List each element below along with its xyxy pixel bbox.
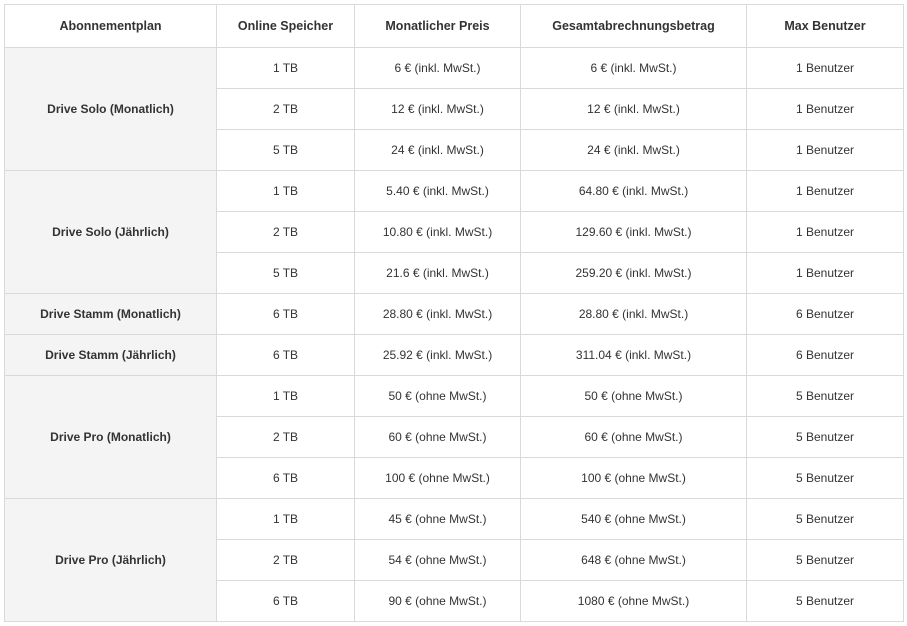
cell-users: 5 Benutzer <box>747 540 904 581</box>
cell-plan: Drive Pro (Jährlich) <box>5 499 217 622</box>
table-header-row: Abonnementplan Online Speicher Monatlich… <box>5 5 904 48</box>
cell-users: 5 Benutzer <box>747 499 904 540</box>
cell-users: 5 Benutzer <box>747 581 904 622</box>
col-users: Max Benutzer <box>747 5 904 48</box>
cell-monthly: 45 € (ohne MwSt.) <box>355 499 521 540</box>
cell-storage: 1 TB <box>217 48 355 89</box>
cell-storage: 1 TB <box>217 171 355 212</box>
cell-total: 311.04 € (inkl. MwSt.) <box>521 335 747 376</box>
cell-total: 129.60 € (inkl. MwSt.) <box>521 212 747 253</box>
pricing-table: Abonnementplan Online Speicher Monatlich… <box>4 4 904 622</box>
cell-monthly: 6 € (inkl. MwSt.) <box>355 48 521 89</box>
cell-users: 6 Benutzer <box>747 335 904 376</box>
cell-plan: Drive Solo (Monatlich) <box>5 48 217 171</box>
cell-monthly: 21.6 € (inkl. MwSt.) <box>355 253 521 294</box>
cell-total: 64.80 € (inkl. MwSt.) <box>521 171 747 212</box>
cell-users: 5 Benutzer <box>747 376 904 417</box>
cell-storage: 6 TB <box>217 581 355 622</box>
cell-storage: 6 TB <box>217 335 355 376</box>
cell-plan: Drive Stamm (Jährlich) <box>5 335 217 376</box>
cell-storage: 2 TB <box>217 212 355 253</box>
cell-monthly: 12 € (inkl. MwSt.) <box>355 89 521 130</box>
table-row: Drive Pro (Jährlich)1 TB45 € (ohne MwSt.… <box>5 499 904 540</box>
table-row: Drive Pro (Monatlich)1 TB50 € (ohne MwSt… <box>5 376 904 417</box>
cell-monthly: 54 € (ohne MwSt.) <box>355 540 521 581</box>
col-total: Gesamtabrechnungsbetrag <box>521 5 747 48</box>
cell-storage: 2 TB <box>217 540 355 581</box>
cell-monthly: 60 € (ohne MwSt.) <box>355 417 521 458</box>
cell-total: 12 € (inkl. MwSt.) <box>521 89 747 130</box>
cell-total: 28.80 € (inkl. MwSt.) <box>521 294 747 335</box>
table-row: Drive Solo (Monatlich)1 TB6 € (inkl. MwS… <box>5 48 904 89</box>
cell-total: 540 € (ohne MwSt.) <box>521 499 747 540</box>
cell-total: 24 € (inkl. MwSt.) <box>521 130 747 171</box>
cell-users: 1 Benutzer <box>747 212 904 253</box>
cell-users: 1 Benutzer <box>747 253 904 294</box>
cell-storage: 5 TB <box>217 130 355 171</box>
table-row: Drive Stamm (Monatlich)6 TB28.80 € (inkl… <box>5 294 904 335</box>
col-plan: Abonnementplan <box>5 5 217 48</box>
cell-users: 5 Benutzer <box>747 417 904 458</box>
cell-total: 259.20 € (inkl. MwSt.) <box>521 253 747 294</box>
cell-storage: 2 TB <box>217 89 355 130</box>
cell-users: 1 Benutzer <box>747 89 904 130</box>
cell-users: 1 Benutzer <box>747 171 904 212</box>
col-monthly: Monatlicher Preis <box>355 5 521 48</box>
cell-storage: 1 TB <box>217 376 355 417</box>
cell-monthly: 10.80 € (inkl. MwSt.) <box>355 212 521 253</box>
cell-storage: 1 TB <box>217 499 355 540</box>
cell-monthly: 100 € (ohne MwSt.) <box>355 458 521 499</box>
cell-plan: Drive Solo (Jährlich) <box>5 171 217 294</box>
cell-monthly: 25.92 € (inkl. MwSt.) <box>355 335 521 376</box>
cell-plan: Drive Stamm (Monatlich) <box>5 294 217 335</box>
table-row: Drive Solo (Jährlich)1 TB5.40 € (inkl. M… <box>5 171 904 212</box>
cell-storage: 2 TB <box>217 417 355 458</box>
cell-total: 1080 € (ohne MwSt.) <box>521 581 747 622</box>
cell-total: 100 € (ohne MwSt.) <box>521 458 747 499</box>
cell-monthly: 5.40 € (inkl. MwSt.) <box>355 171 521 212</box>
cell-plan: Drive Pro (Monatlich) <box>5 376 217 499</box>
cell-storage: 5 TB <box>217 253 355 294</box>
cell-total: 60 € (ohne MwSt.) <box>521 417 747 458</box>
pricing-table-body: Drive Solo (Monatlich)1 TB6 € (inkl. MwS… <box>5 48 904 622</box>
cell-total: 6 € (inkl. MwSt.) <box>521 48 747 89</box>
cell-monthly: 50 € (ohne MwSt.) <box>355 376 521 417</box>
cell-users: 1 Benutzer <box>747 48 904 89</box>
cell-users: 6 Benutzer <box>747 294 904 335</box>
cell-storage: 6 TB <box>217 294 355 335</box>
cell-storage: 6 TB <box>217 458 355 499</box>
cell-users: 5 Benutzer <box>747 458 904 499</box>
table-row: Drive Stamm (Jährlich)6 TB25.92 € (inkl.… <box>5 335 904 376</box>
cell-monthly: 90 € (ohne MwSt.) <box>355 581 521 622</box>
col-storage: Online Speicher <box>217 5 355 48</box>
cell-total: 50 € (ohne MwSt.) <box>521 376 747 417</box>
cell-monthly: 24 € (inkl. MwSt.) <box>355 130 521 171</box>
cell-users: 1 Benutzer <box>747 130 904 171</box>
cell-total: 648 € (ohne MwSt.) <box>521 540 747 581</box>
cell-monthly: 28.80 € (inkl. MwSt.) <box>355 294 521 335</box>
